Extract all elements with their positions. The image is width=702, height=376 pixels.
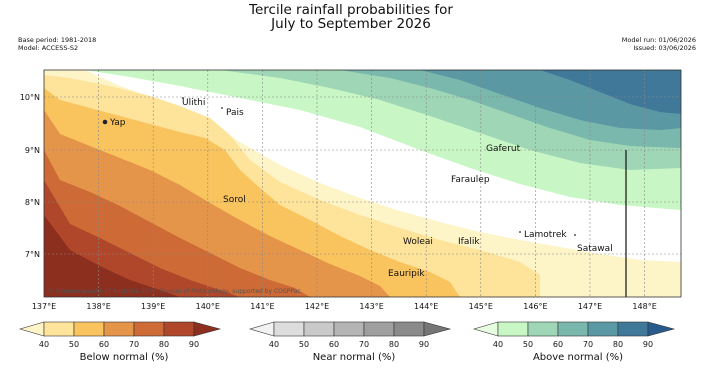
lon-axis: 137°E 138°E 139°E 140°E 141°E 142°E 143°E 144°E… — [32, 302, 657, 311]
lat-tick-label: 10°N — [20, 93, 40, 102]
place-satawal: Satawal — [577, 244, 613, 254]
legend-near-colorbar: 40 50 60 70 80 90 — [246, 320, 462, 352]
lon-tick-label: 143°E — [359, 302, 383, 311]
place-faraulep: Faraulep — [451, 175, 490, 185]
lon-tick-label: 141°E — [250, 302, 274, 311]
above-swatch — [588, 322, 618, 336]
lat-tick-label: 7°N — [25, 250, 40, 259]
above-swatch — [618, 322, 648, 336]
lat-tick-label: 8°N — [25, 198, 40, 207]
below-tick-label: 80 — [159, 340, 169, 349]
below-tick-label: 60 — [99, 340, 109, 349]
island-dot — [519, 231, 521, 233]
below-swatch — [44, 322, 74, 336]
place-pais: Pais — [226, 108, 244, 118]
above-swatch — [528, 322, 558, 336]
island-dot — [103, 120, 108, 125]
lat-axis: 10°N 9°N 8°N 7°N — [20, 93, 40, 259]
near-swatch — [364, 322, 394, 336]
below-tick-label: 40 — [39, 340, 49, 349]
island-dot — [574, 234, 576, 236]
above-swatch — [558, 322, 588, 336]
below-swatch — [74, 322, 104, 336]
legend-below-normal: 40 50 60 70 80 90 Below normal (%) — [16, 320, 232, 363]
near-tick-label: 80 — [389, 340, 399, 349]
place-ulithi: Ulithi — [182, 98, 205, 108]
lon-tick-label: 138°E — [86, 302, 110, 311]
above-tick-label: 80 — [613, 340, 623, 349]
below-tick-label: 70 — [129, 340, 139, 349]
near-swatch — [274, 322, 304, 336]
place-yap: Yap — [109, 118, 126, 128]
lon-tick-label: 144°E — [414, 302, 438, 311]
below-swatch — [104, 322, 134, 336]
place-sorol: Sorol — [223, 195, 246, 205]
near-swatch — [334, 322, 364, 336]
above-arrow-high — [648, 322, 674, 336]
copyright-note: © Commonwealth of Australia 2026, Bureau… — [48, 288, 301, 295]
place-eauripik: Eauripik — [388, 269, 425, 279]
below-tick-label: 50 — [69, 340, 79, 349]
legend-above-colorbar: 40 50 60 70 80 90 — [470, 320, 686, 352]
legend-near-normal: 40 50 60 70 80 90 Near normal (%) — [246, 320, 462, 363]
below-swatch — [134, 322, 164, 336]
near-tick-label: 50 — [299, 340, 309, 349]
lon-tick-label: 146°E — [523, 302, 547, 311]
below-arrow-low — [20, 322, 44, 336]
above-swatch — [498, 322, 528, 336]
near-tick-label: 40 — [269, 340, 279, 349]
legend-above-normal: 40 50 60 70 80 90 Above normal (%) — [470, 320, 686, 363]
island-dot — [221, 107, 223, 109]
above-tick-label: 60 — [553, 340, 563, 349]
below-swatch — [164, 322, 194, 336]
lon-tick-label: 142°E — [305, 302, 329, 311]
below-tick-label: 90 — [189, 340, 199, 349]
above-tick-label: 50 — [523, 340, 533, 349]
place-woleai: Woleai — [403, 237, 433, 247]
near-tick-label: 60 — [329, 340, 339, 349]
place-gaferut: Gaferut — [486, 144, 521, 154]
lon-tick-label: 147°E — [578, 302, 602, 311]
probability-bands — [44, 70, 681, 297]
below-arrow-high — [194, 322, 220, 336]
above-tick-label: 40 — [493, 340, 503, 349]
legend-below-title: Below normal (%) — [16, 352, 232, 363]
place-ifalik: Ifalik — [458, 237, 480, 247]
lon-tick-label: 145°E — [469, 302, 493, 311]
place-lamotrek: Lamotrek — [524, 230, 567, 240]
above-tick-label: 90 — [643, 340, 653, 349]
lon-tick-label: 139°E — [141, 302, 165, 311]
above-tick-label: 70 — [583, 340, 593, 349]
near-arrow-high — [424, 322, 450, 336]
lat-tick-label: 9°N — [25, 146, 40, 155]
legend-below-colorbar: 40 50 60 70 80 90 — [16, 320, 232, 352]
near-arrow-low — [250, 322, 274, 336]
lon-tick-label: 140°E — [196, 302, 220, 311]
near-swatch — [394, 322, 424, 336]
legend-near-title: Near normal (%) — [246, 352, 462, 363]
lon-tick-label: 148°E — [632, 302, 656, 311]
near-swatch — [304, 322, 334, 336]
near-tick-label: 90 — [419, 340, 429, 349]
legend-above-title: Above normal (%) — [470, 352, 686, 363]
lon-tick-label: 137°E — [32, 302, 56, 311]
above-arrow-low — [474, 322, 498, 336]
near-tick-label: 70 — [359, 340, 369, 349]
